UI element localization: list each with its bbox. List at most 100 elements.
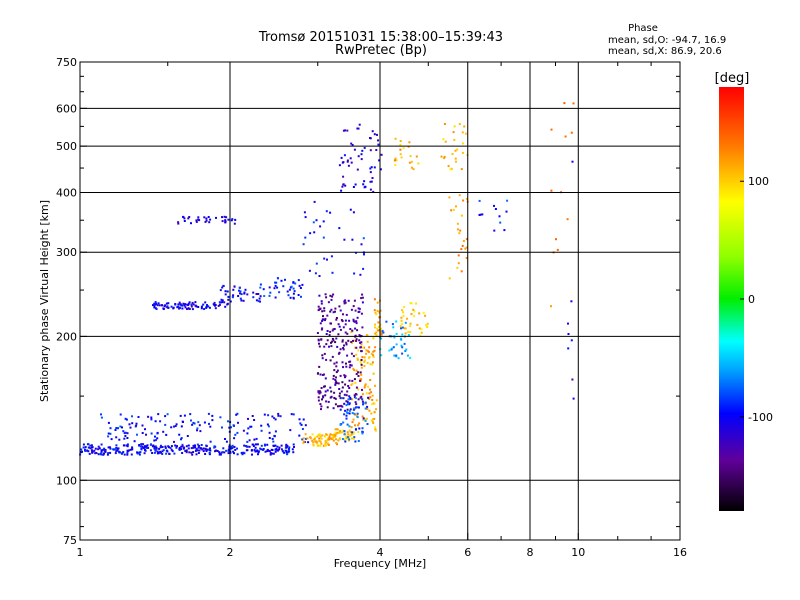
data-point	[312, 438, 315, 441]
data-point	[376, 133, 378, 136]
data-point	[204, 220, 207, 223]
data-point	[238, 286, 241, 289]
data-point	[337, 352, 340, 355]
data-point	[91, 446, 93, 449]
y-tick-label: 600	[56, 102, 77, 115]
data-point	[342, 183, 345, 186]
data-point	[141, 432, 144, 434]
data-point	[161, 450, 164, 453]
data-point	[154, 449, 157, 452]
data-point	[232, 288, 235, 291]
grid-lines	[80, 62, 680, 540]
data-point	[154, 420, 157, 423]
data-point	[350, 426, 353, 429]
data-point	[352, 318, 355, 321]
data-point	[205, 219, 208, 222]
data-point	[401, 323, 404, 325]
data-point	[161, 453, 164, 455]
data-point	[323, 345, 326, 348]
data-point	[374, 426, 377, 429]
data-point	[369, 379, 372, 381]
data-point	[365, 392, 368, 395]
data-point	[352, 367, 355, 370]
data-point	[349, 208, 352, 211]
data-point	[299, 422, 302, 425]
data-point	[227, 298, 230, 301]
data-point	[370, 352, 373, 355]
data-point	[243, 452, 246, 455]
data-point	[360, 153, 363, 156]
data-point	[191, 308, 194, 311]
data-point	[292, 443, 295, 446]
data-point	[350, 331, 353, 334]
data-point	[344, 129, 346, 132]
data-point	[193, 422, 196, 425]
data-point	[408, 161, 411, 164]
data-point	[350, 352, 353, 355]
data-point	[415, 155, 418, 158]
data-point	[325, 333, 328, 335]
data-point	[339, 328, 342, 331]
data-point	[338, 395, 341, 398]
data-point	[360, 373, 363, 376]
data-point	[269, 291, 272, 294]
data-point	[268, 450, 271, 453]
data-point	[260, 424, 263, 427]
data-point	[114, 429, 117, 431]
data-point	[144, 449, 147, 452]
data-point	[237, 295, 240, 297]
data-point	[138, 444, 141, 447]
data-point	[267, 425, 270, 428]
data-point	[323, 444, 326, 447]
data-point	[370, 391, 373, 394]
data-point	[369, 167, 372, 170]
data-point	[333, 362, 336, 365]
data-point	[233, 437, 236, 440]
data-point	[347, 398, 350, 401]
data-point	[229, 300, 232, 303]
data-point	[348, 434, 351, 437]
data-point	[271, 437, 274, 440]
data-point	[337, 382, 340, 385]
data-point	[318, 437, 321, 440]
data-point	[356, 358, 359, 361]
data-point	[220, 298, 223, 301]
data-point	[456, 148, 459, 151]
data-point	[278, 446, 281, 449]
data-point	[336, 369, 339, 372]
data-point	[332, 377, 335, 380]
data-point	[100, 443, 103, 446]
data-point	[550, 305, 552, 308]
data-point	[89, 447, 92, 450]
data-point	[342, 313, 344, 316]
data-point	[256, 443, 259, 446]
x-axis: 1 2 4 6 8 10 16	[77, 62, 687, 559]
data-point	[344, 319, 347, 322]
data-point	[465, 257, 468, 259]
data-point	[107, 435, 110, 438]
data-point	[450, 209, 453, 212]
data-point	[359, 379, 361, 382]
data-point	[200, 444, 203, 446]
data-point	[479, 213, 482, 216]
data-point	[183, 414, 186, 417]
data-point	[250, 425, 253, 428]
data-point	[465, 246, 468, 249]
data-point	[227, 452, 230, 455]
data-point	[191, 423, 194, 426]
colorbar	[719, 87, 744, 511]
data-point	[571, 378, 574, 381]
data-point	[329, 359, 332, 362]
data-point	[332, 339, 335, 342]
colorbar-tick-label: -100	[748, 411, 773, 424]
data-point	[319, 440, 322, 443]
data-point	[351, 342, 354, 345]
data-point	[231, 444, 234, 447]
data-point	[344, 323, 347, 326]
data-point	[357, 127, 360, 130]
data-point	[109, 446, 111, 449]
data-point	[338, 164, 341, 167]
data-point	[280, 444, 283, 447]
data-point	[395, 343, 398, 346]
data-point	[190, 451, 193, 454]
